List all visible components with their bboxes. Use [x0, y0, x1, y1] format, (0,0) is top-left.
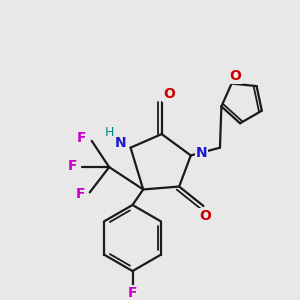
Text: O: O — [200, 209, 211, 223]
Text: F: F — [75, 187, 85, 201]
Text: O: O — [164, 87, 175, 101]
Text: N: N — [115, 136, 127, 150]
Text: F: F — [68, 159, 77, 173]
Text: O: O — [230, 69, 242, 83]
Text: F: F — [77, 131, 87, 145]
Text: N: N — [196, 146, 207, 160]
Text: H: H — [104, 126, 114, 139]
Text: F: F — [128, 286, 137, 300]
